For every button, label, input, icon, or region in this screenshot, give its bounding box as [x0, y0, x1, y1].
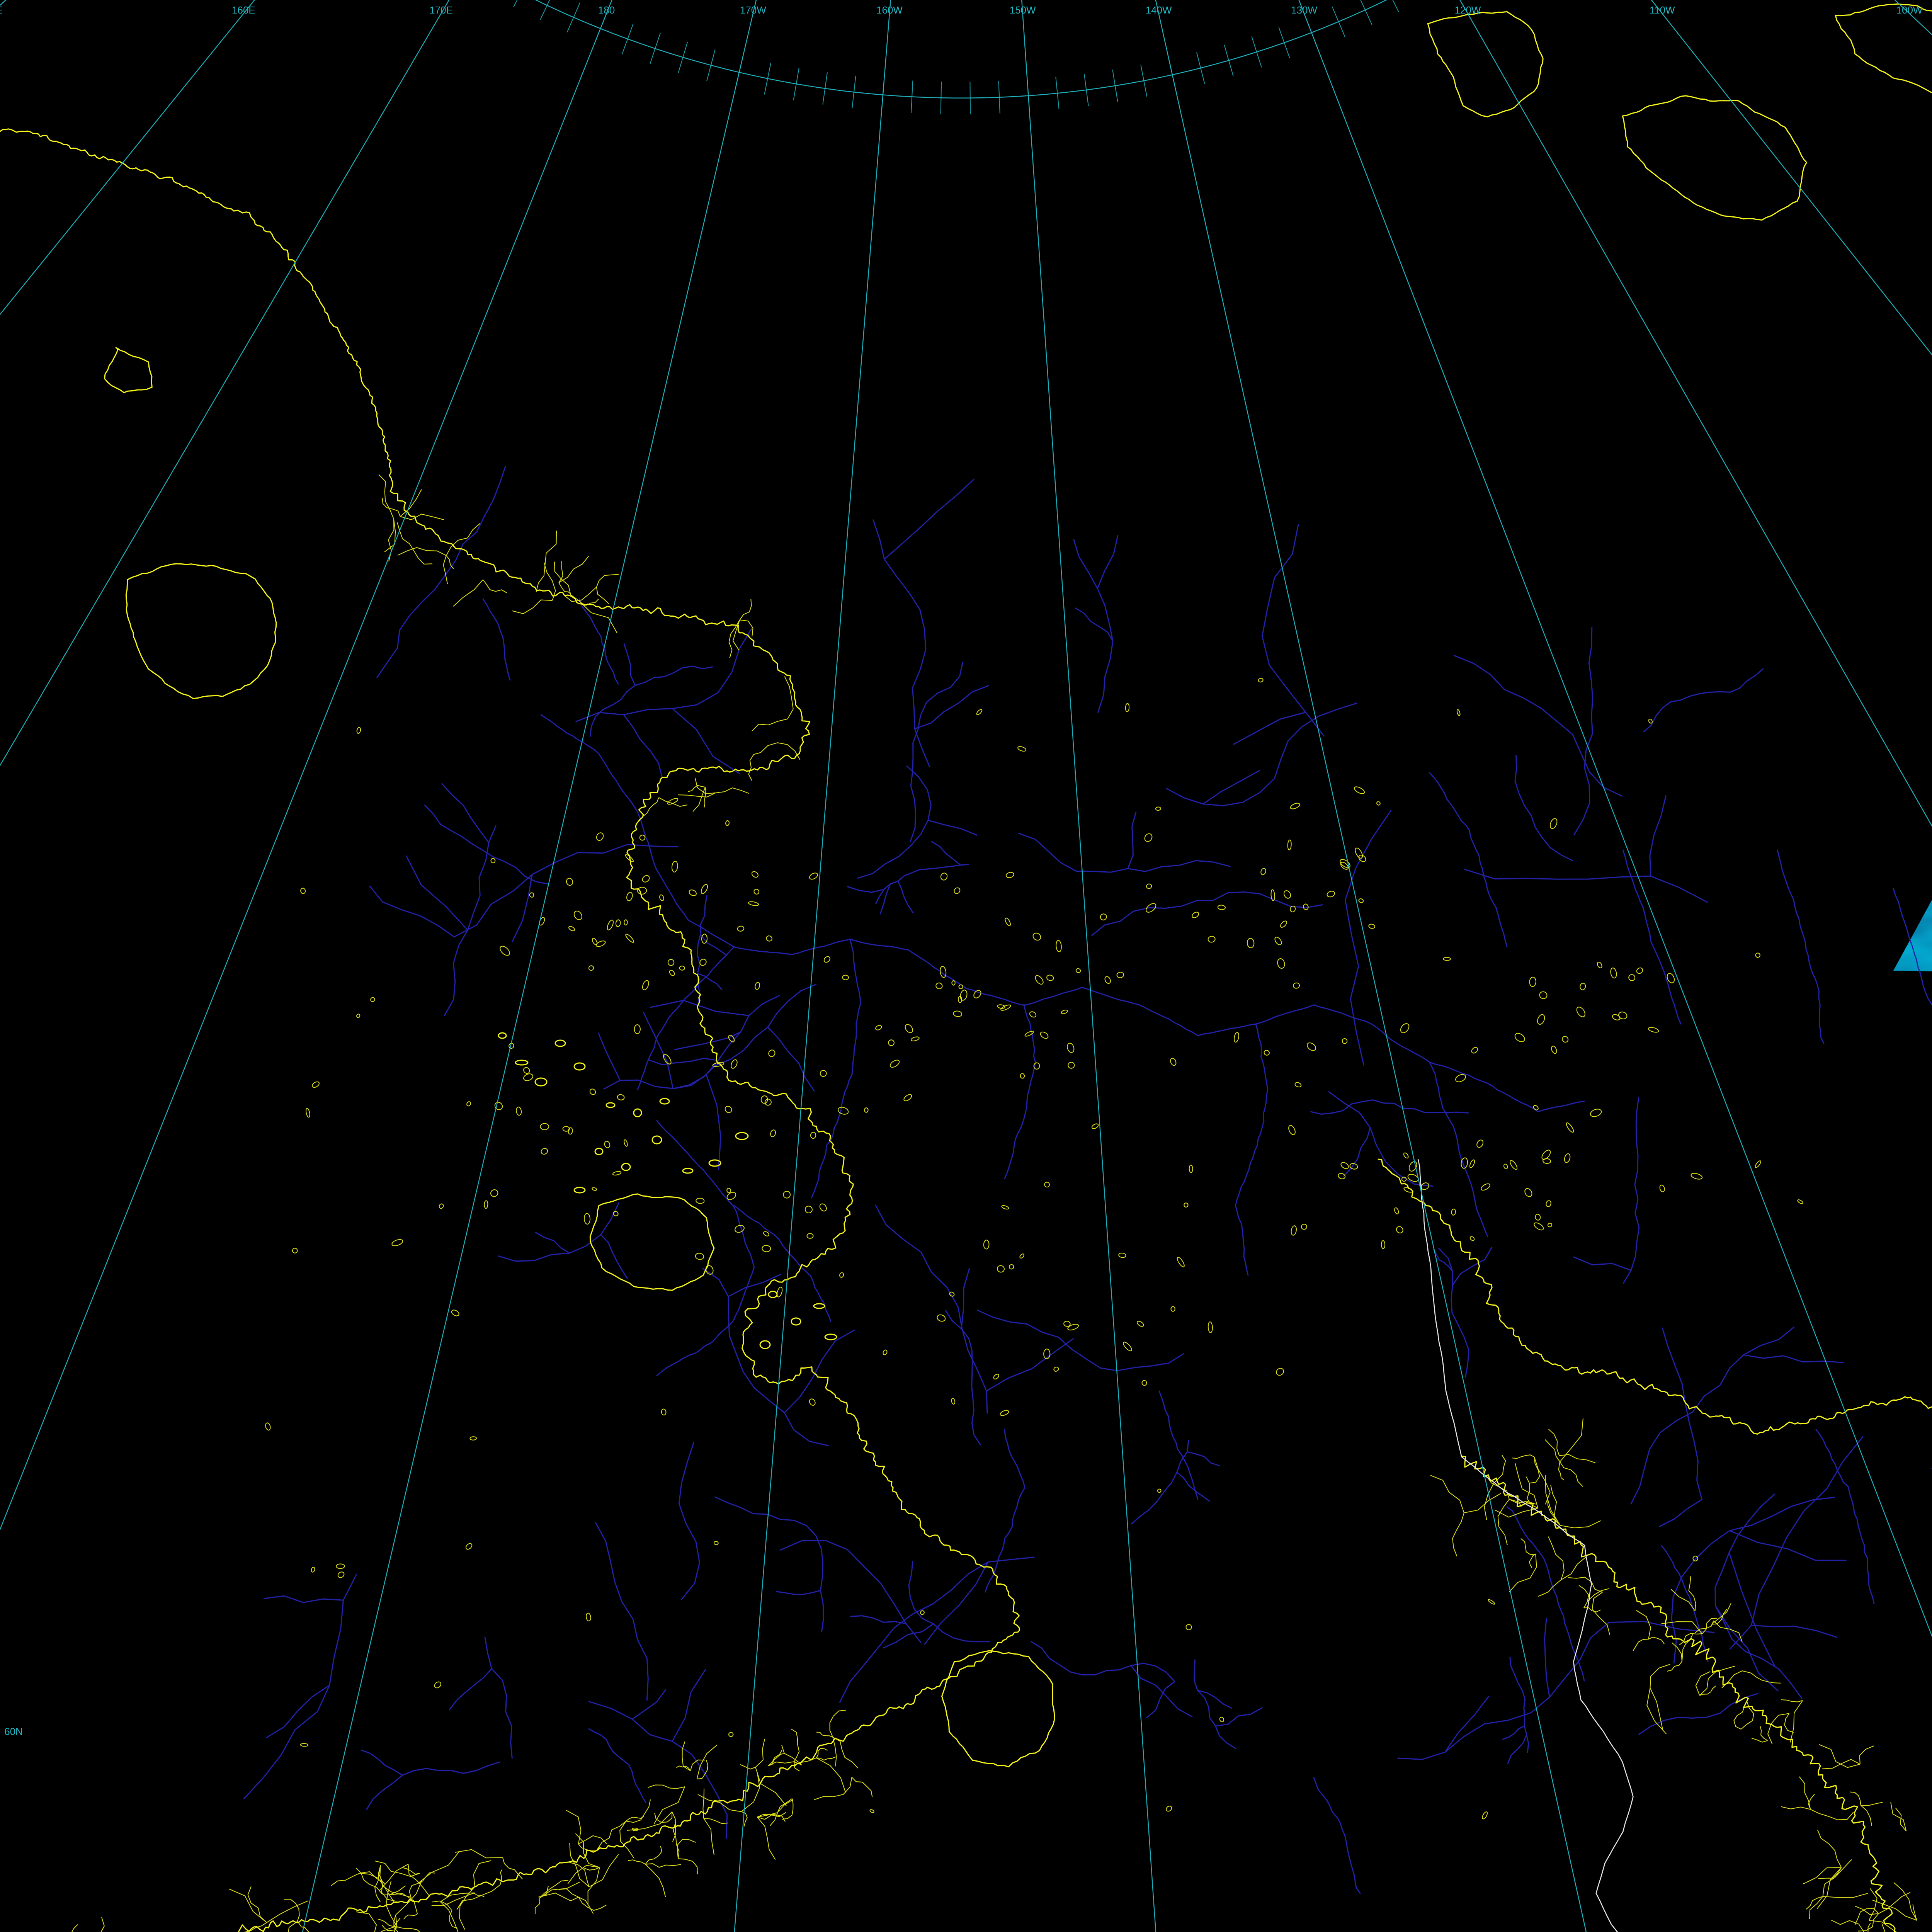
svg-text:150W: 150W [1010, 4, 1036, 16]
svg-text:60N: 60N [4, 1726, 23, 1737]
svg-text:160E: 160E [232, 4, 255, 16]
svg-text:160W: 160W [876, 4, 903, 16]
svg-text:120W: 120W [1454, 4, 1481, 16]
svg-text:170W: 170W [740, 4, 766, 16]
svg-text:110W: 110W [1650, 4, 1675, 16]
svg-text:140W: 140W [1146, 4, 1172, 16]
svg-text:170E: 170E [429, 4, 453, 16]
svg-text:150E: 150E [0, 4, 3, 16]
svg-text:100W: 100W [1896, 4, 1923, 16]
svg-text:130W: 130W [1291, 4, 1317, 16]
